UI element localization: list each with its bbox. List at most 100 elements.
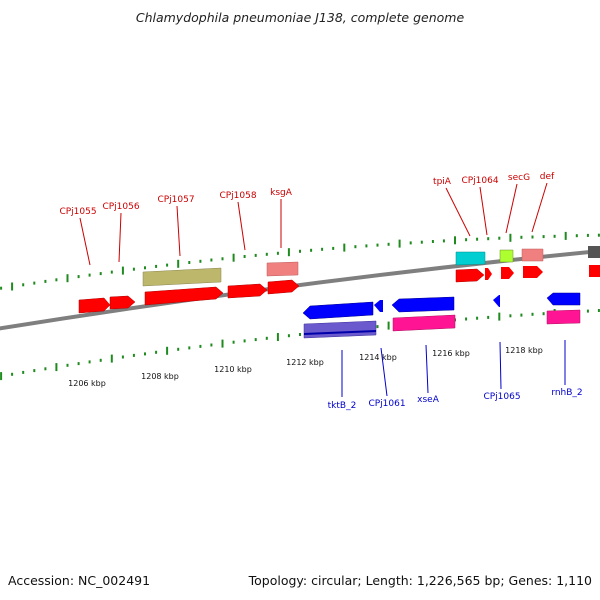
upper-track-minor-tick bbox=[476, 237, 479, 241]
upper-track-minor-tick bbox=[409, 241, 412, 245]
lower-track-minor-tick bbox=[376, 325, 379, 329]
gene-label-cpj1055[interactable]: CPj1055 bbox=[59, 207, 96, 217]
upper-tick-track bbox=[0, 231, 600, 291]
arrow-rnhb-2[interactable] bbox=[546, 292, 581, 306]
arrow-edge-right[interactable] bbox=[589, 265, 600, 277]
gene-label-tpia[interactable]: tpiA bbox=[433, 177, 452, 187]
upper-track-minor-tick bbox=[210, 258, 213, 262]
ruler-label-1212: 1212 kbp bbox=[286, 358, 324, 367]
upper-track-major-tick bbox=[564, 231, 567, 240]
arrow-cpj1055[interactable] bbox=[78, 297, 111, 314]
upper-track-minor-tick bbox=[88, 273, 91, 277]
upper-track-major-tick bbox=[232, 253, 235, 262]
upper-track-minor-tick bbox=[365, 244, 368, 248]
arrow-cpj1056[interactable] bbox=[109, 295, 136, 310]
lower-track-major-tick bbox=[0, 372, 3, 381]
lower-track-minor-tick bbox=[265, 336, 268, 340]
gene-label-cpj1061[interactable]: CPj1061 bbox=[368, 399, 405, 409]
lower-track-minor-tick bbox=[210, 343, 213, 347]
feature-bar-def[interactable] bbox=[521, 248, 544, 262]
upper-track-minor-tick bbox=[144, 266, 146, 270]
arrow-tktb-2[interactable] bbox=[302, 301, 374, 320]
lower-track-minor-tick bbox=[88, 360, 91, 364]
gene-label-cpj1057[interactable]: CPj1057 bbox=[157, 195, 194, 205]
leader-xsea bbox=[425, 344, 429, 394]
gene-label-tktb-2[interactable]: tktB_2 bbox=[328, 401, 357, 411]
lower-track-minor-tick bbox=[509, 314, 512, 318]
upper-track-major-tick bbox=[177, 259, 180, 268]
lower-tick-track bbox=[0, 309, 600, 381]
feature-bar-ksga[interactable] bbox=[266, 261, 299, 277]
arrow-xsea[interactable] bbox=[391, 296, 455, 313]
feature-bar-tktb-2[interactable] bbox=[303, 320, 377, 339]
lower-track-major-tick bbox=[387, 321, 390, 330]
ruler-label-1214: 1214 kbp bbox=[359, 353, 397, 362]
lower-track-major-tick bbox=[110, 354, 113, 363]
upper-track-minor-tick bbox=[442, 239, 445, 243]
leader-cpj1058 bbox=[237, 201, 246, 251]
upper-track-minor-tick bbox=[0, 286, 3, 290]
gene-label-ksga[interactable]: ksgA bbox=[270, 188, 293, 198]
gene-label-secg[interactable]: secG bbox=[508, 173, 530, 183]
lower-track-minor-tick bbox=[465, 317, 468, 321]
feature-bar-khaki[interactable] bbox=[142, 267, 222, 287]
lower-track-major-tick bbox=[166, 346, 169, 355]
lower-track-major-tick bbox=[498, 312, 501, 321]
gene-label-xsea[interactable]: xseA bbox=[417, 395, 440, 405]
upper-track-minor-tick bbox=[575, 234, 578, 238]
lower-track-minor-tick bbox=[299, 333, 301, 336]
feature-bar-tpia[interactable] bbox=[455, 251, 486, 266]
gene-label-cpj1064[interactable]: CPj1064 bbox=[461, 176, 498, 186]
upper-track-minor-tick bbox=[77, 275, 80, 279]
lower-track-minor-tick bbox=[487, 315, 490, 319]
upper-track-major-tick bbox=[509, 233, 512, 242]
lower-track-major-tick bbox=[55, 363, 58, 372]
arrow-tpia[interactable] bbox=[455, 268, 485, 283]
ruler-label-1208: 1208 kbp bbox=[141, 372, 179, 381]
reverse-strand-features bbox=[302, 292, 581, 339]
feature-bar-xsea[interactable] bbox=[392, 314, 456, 332]
arrow-cpj1057[interactable] bbox=[144, 286, 224, 306]
upper-track-minor-tick bbox=[299, 249, 301, 253]
lower-track-minor-tick bbox=[132, 353, 135, 357]
upper-track-minor-tick bbox=[321, 247, 324, 251]
lower-track-major-tick bbox=[221, 339, 224, 348]
arrow-def[interactable] bbox=[523, 266, 543, 278]
leader-def bbox=[531, 182, 548, 233]
upper-track-minor-tick bbox=[199, 259, 202, 263]
upper-track-minor-tick bbox=[166, 263, 169, 267]
feature-bar-secg[interactable] bbox=[499, 249, 514, 263]
upper-track-major-tick bbox=[121, 266, 124, 275]
upper-track-minor-tick bbox=[33, 281, 36, 285]
gene-label-rnhb-2[interactable]: rnhB_2 bbox=[551, 388, 582, 398]
leader-cpj1064 bbox=[479, 186, 488, 236]
gene-label-def[interactable]: def bbox=[540, 172, 555, 182]
lower-track-minor-tick bbox=[121, 355, 124, 359]
lower-track-minor-tick bbox=[44, 367, 47, 371]
gene-label-cpj1065[interactable]: CPj1065 bbox=[483, 392, 520, 402]
lower-track-minor-tick bbox=[254, 338, 257, 342]
accession-text: Accession: NC_002491 bbox=[8, 573, 150, 588]
lower-track-minor-tick bbox=[77, 362, 80, 366]
gene-label-cpj1058[interactable]: CPj1058 bbox=[219, 191, 256, 201]
upper-track-major-tick bbox=[11, 282, 14, 291]
arrow-cpj1058[interactable] bbox=[227, 283, 268, 299]
leader-cpj1056 bbox=[118, 212, 122, 263]
feature-bar-grey[interactable] bbox=[588, 246, 600, 258]
forward-gene-labels: CPj1055 CPj1056 CPj1057 CPj1058 ksgA tpi… bbox=[59, 172, 555, 266]
arrow-cpj1064[interactable] bbox=[485, 268, 492, 280]
lower-track-minor-tick bbox=[155, 350, 158, 354]
gene-label-cpj1056[interactable]: CPj1056 bbox=[102, 202, 139, 212]
arrow-cpj1065[interactable] bbox=[493, 295, 500, 307]
leader-cpj1057 bbox=[176, 205, 181, 257]
upper-track-minor-tick bbox=[110, 270, 113, 274]
feature-bar-rnhb-2[interactable] bbox=[546, 309, 581, 325]
lower-track-minor-tick bbox=[33, 369, 36, 373]
upper-track-minor-tick bbox=[542, 235, 545, 239]
arrow-ksga[interactable] bbox=[267, 279, 300, 295]
arrow-secg[interactable] bbox=[501, 267, 514, 279]
map-title: Chlamydophila pneumoniae J138, complete … bbox=[136, 10, 465, 25]
arrow-cpj1061[interactable] bbox=[374, 300, 383, 312]
upper-track-major-tick bbox=[66, 274, 69, 283]
